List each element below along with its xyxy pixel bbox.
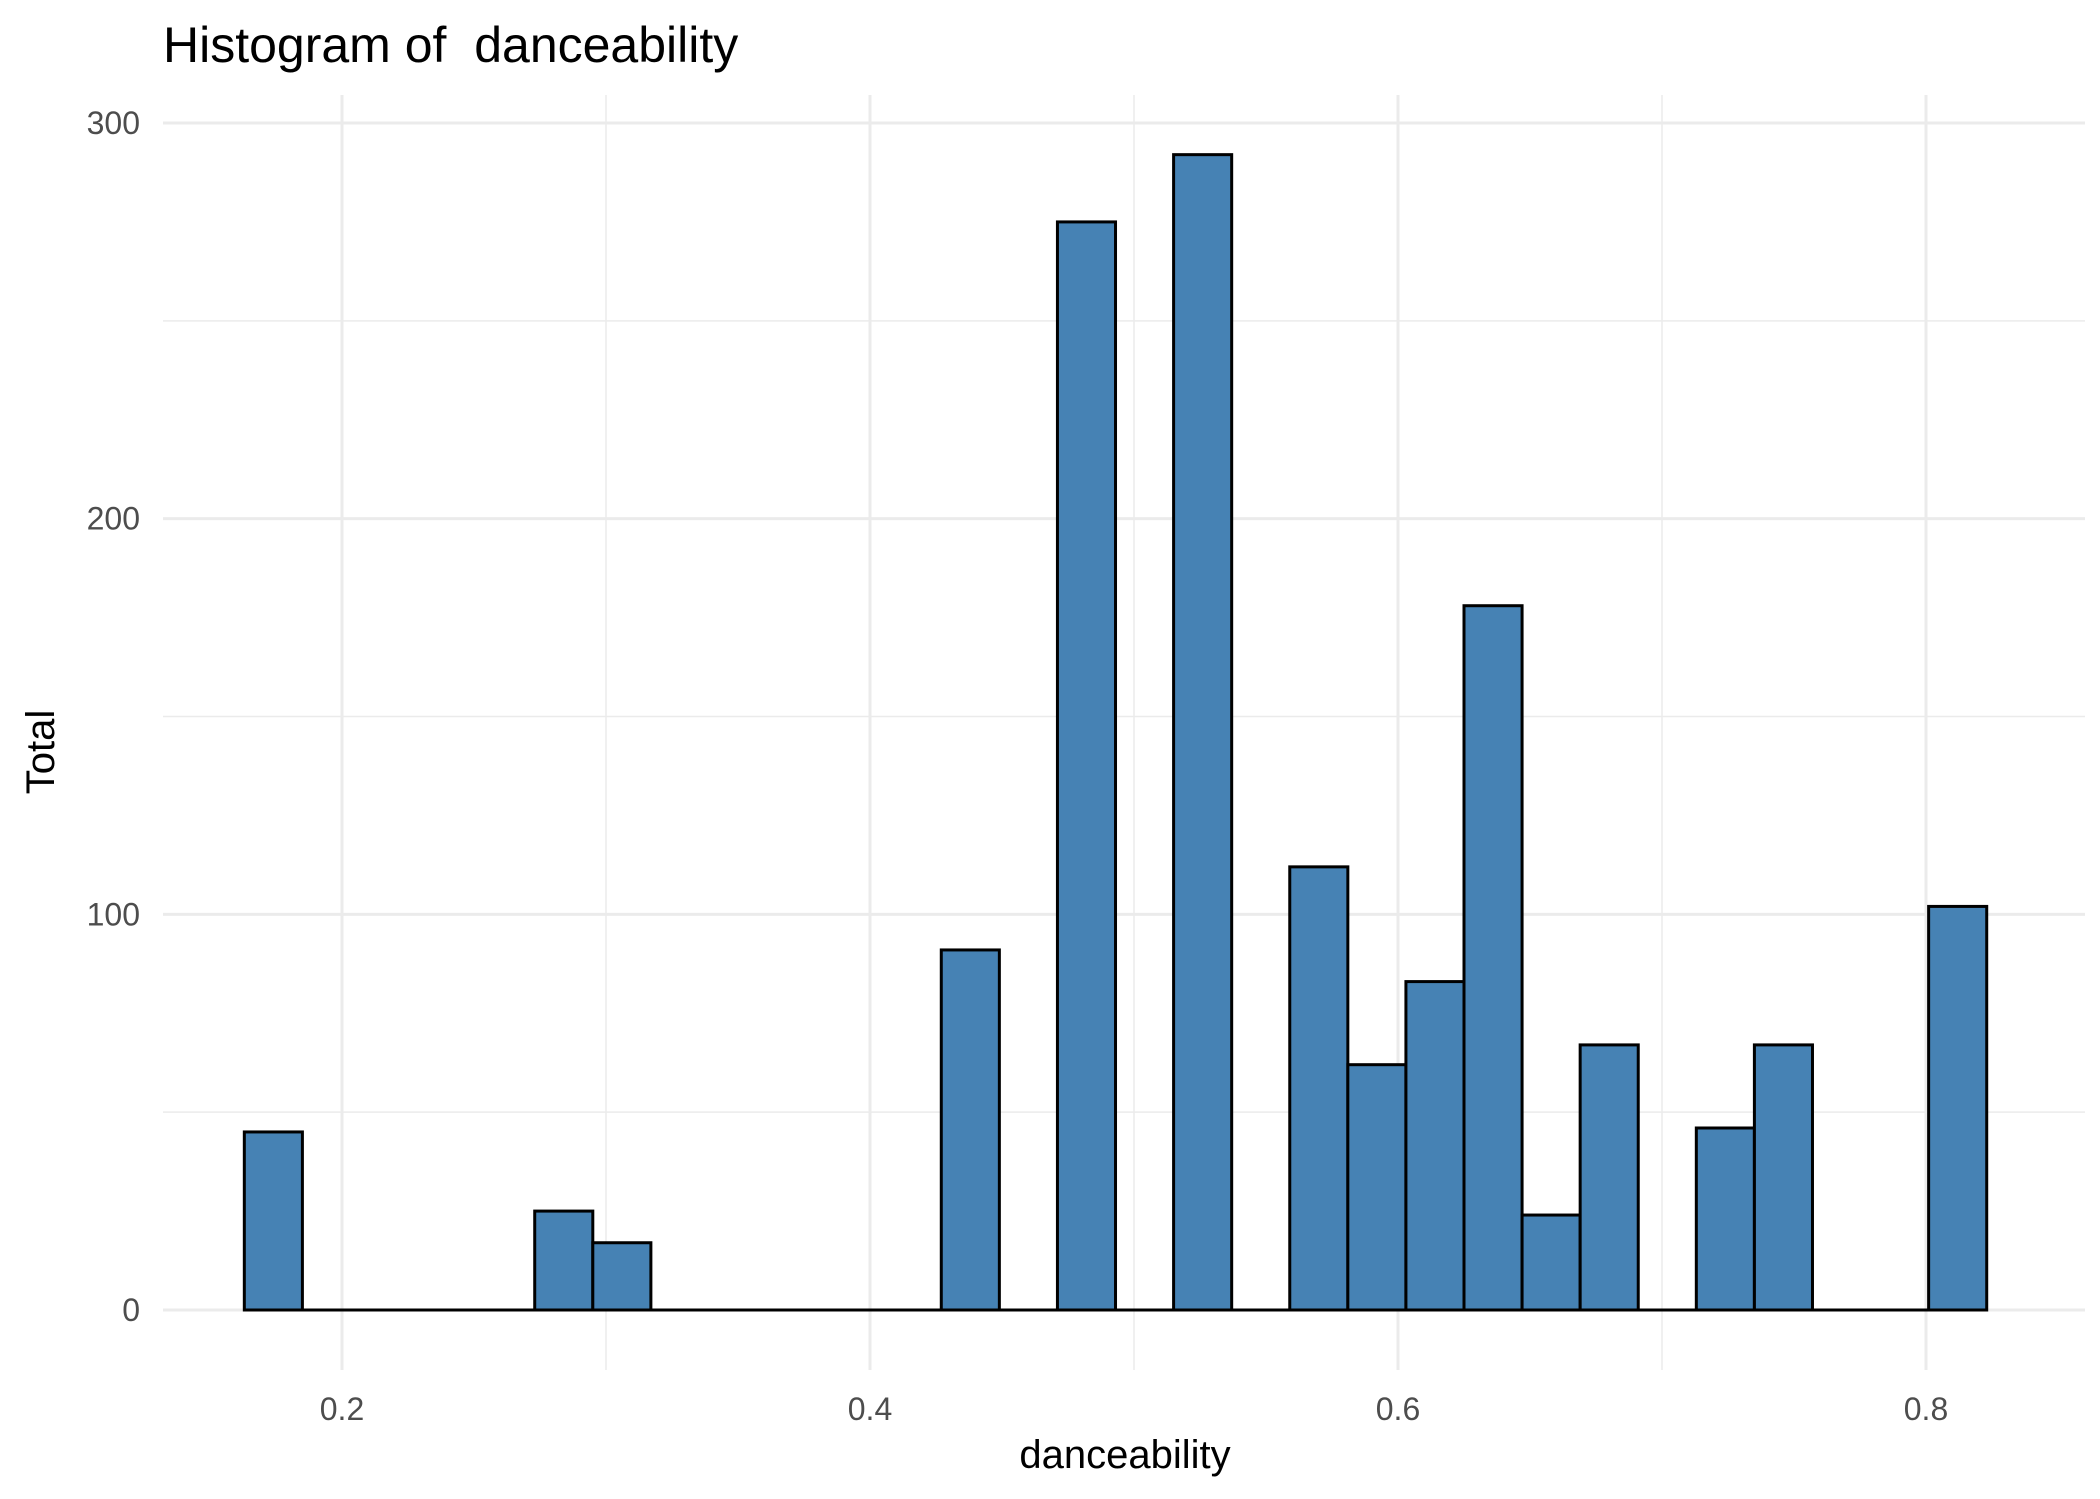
histogram-bar (1927, 904, 1989, 1312)
y-axis-ticks: 0 100 200 300 (87, 105, 140, 1328)
x-tick-label: 0.4 (848, 1391, 892, 1427)
histogram-bar (1578, 1043, 1640, 1312)
x-tick-label: 0.8 (1904, 1391, 1948, 1427)
histogram-bar (1752, 1043, 1814, 1312)
y-tick-label: 300 (87, 105, 140, 141)
histogram-bar (1404, 980, 1466, 1312)
histogram-bar (1172, 153, 1234, 1312)
y-tick-label: 200 (87, 501, 140, 537)
histogram-bars (242, 153, 1989, 1312)
x-tick-label: 0.6 (1376, 1391, 1420, 1427)
histogram-bar (1346, 1063, 1408, 1312)
histogram-bar (1694, 1126, 1756, 1312)
histogram-bar (533, 1209, 595, 1312)
histogram-bar (1288, 865, 1350, 1312)
chart-title: Histogram of danceability (163, 17, 738, 73)
histogram-bar (1520, 1213, 1582, 1312)
x-tick-label: 0.2 (320, 1391, 364, 1427)
y-tick-label: 0 (122, 1292, 140, 1328)
histogram-bar (1055, 220, 1118, 1312)
histogram-bar (591, 1241, 653, 1312)
y-tick-label: 100 (87, 896, 140, 932)
histogram-bar (1462, 604, 1524, 1312)
histogram-bar (939, 948, 1001, 1312)
x-axis-title: danceability (1019, 1433, 1230, 1477)
histogram-bar (242, 1130, 304, 1312)
x-axis-ticks: 0.2 0.4 0.6 0.8 (320, 1391, 1948, 1427)
y-axis-title: Total (19, 710, 63, 795)
